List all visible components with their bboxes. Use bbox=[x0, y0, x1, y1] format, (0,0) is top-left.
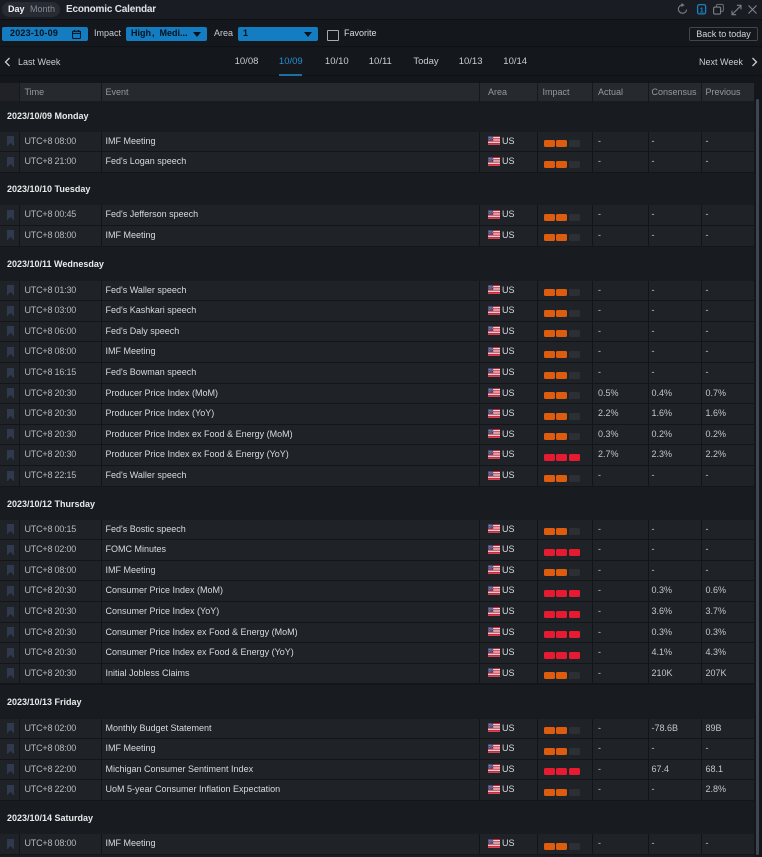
svg-text:1: 1 bbox=[700, 5, 704, 14]
